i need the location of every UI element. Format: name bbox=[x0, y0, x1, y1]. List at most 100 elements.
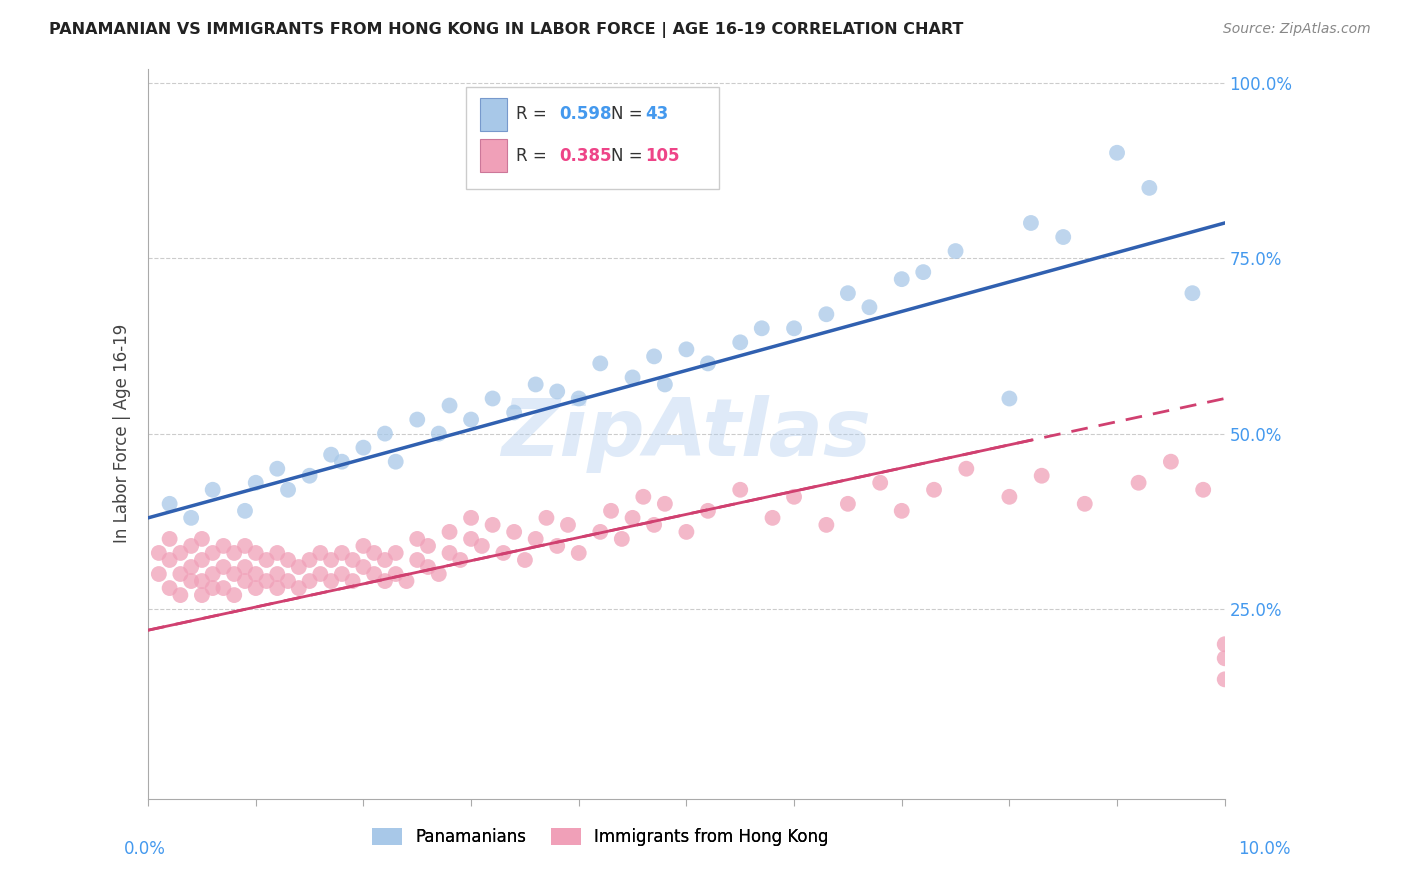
Point bbox=[751, 321, 773, 335]
Point bbox=[266, 461, 288, 475]
Point bbox=[374, 426, 396, 441]
Point bbox=[675, 343, 697, 357]
Point bbox=[697, 504, 720, 518]
Point bbox=[363, 567, 385, 582]
Point bbox=[212, 539, 235, 553]
Point bbox=[568, 546, 591, 560]
Point bbox=[384, 455, 406, 469]
Point bbox=[460, 412, 482, 426]
Bar bbox=[479, 98, 506, 130]
Text: R =: R = bbox=[516, 147, 553, 165]
Point bbox=[321, 574, 343, 588]
Point bbox=[288, 560, 311, 574]
Point bbox=[1052, 230, 1074, 244]
Point bbox=[298, 553, 321, 567]
Point bbox=[298, 468, 321, 483]
Point bbox=[159, 532, 181, 546]
Bar bbox=[479, 139, 506, 172]
Point bbox=[643, 517, 665, 532]
Point bbox=[728, 335, 751, 350]
Point bbox=[492, 546, 515, 560]
Point bbox=[536, 511, 558, 525]
Text: R =: R = bbox=[516, 104, 553, 123]
Text: ZipAtlas: ZipAtlas bbox=[502, 394, 872, 473]
Point bbox=[1019, 216, 1042, 230]
Point bbox=[266, 567, 288, 582]
Point bbox=[384, 546, 406, 560]
Point bbox=[191, 574, 214, 588]
Point bbox=[1213, 673, 1236, 687]
Point bbox=[406, 532, 429, 546]
Point bbox=[374, 553, 396, 567]
Point bbox=[233, 560, 256, 574]
Point bbox=[633, 490, 655, 504]
Point bbox=[675, 524, 697, 539]
Point bbox=[1213, 637, 1236, 651]
Point bbox=[352, 560, 374, 574]
Point bbox=[406, 553, 429, 567]
FancyBboxPatch shape bbox=[465, 87, 718, 189]
Point bbox=[159, 553, 181, 567]
Point bbox=[998, 490, 1021, 504]
Point bbox=[395, 574, 418, 588]
Point bbox=[256, 574, 278, 588]
Point bbox=[330, 567, 353, 582]
Point bbox=[374, 574, 396, 588]
Point bbox=[191, 553, 214, 567]
Point bbox=[245, 546, 267, 560]
Point bbox=[589, 356, 612, 370]
Point bbox=[1192, 483, 1215, 497]
Point bbox=[277, 553, 299, 567]
Point bbox=[654, 377, 676, 392]
Point bbox=[955, 461, 977, 475]
Point bbox=[783, 490, 806, 504]
Point bbox=[922, 483, 945, 497]
Point bbox=[233, 504, 256, 518]
Point bbox=[1181, 286, 1204, 301]
Point bbox=[309, 567, 332, 582]
Point bbox=[321, 553, 343, 567]
Point bbox=[439, 524, 461, 539]
Point bbox=[191, 588, 214, 602]
Point bbox=[837, 497, 859, 511]
Point bbox=[159, 581, 181, 595]
Point bbox=[600, 504, 623, 518]
Point bbox=[288, 581, 311, 595]
Point bbox=[1105, 145, 1128, 160]
Point bbox=[416, 539, 439, 553]
Point bbox=[546, 539, 568, 553]
Point bbox=[180, 560, 202, 574]
Point bbox=[524, 377, 547, 392]
Point bbox=[589, 524, 612, 539]
Point bbox=[471, 539, 494, 553]
Point bbox=[643, 350, 665, 364]
Point bbox=[256, 553, 278, 567]
Point bbox=[1031, 468, 1053, 483]
Text: 105: 105 bbox=[645, 147, 681, 165]
Point bbox=[148, 567, 170, 582]
Text: 43: 43 bbox=[645, 104, 669, 123]
Point bbox=[245, 567, 267, 582]
Point bbox=[449, 553, 471, 567]
Point bbox=[277, 483, 299, 497]
Point bbox=[224, 567, 246, 582]
Text: N =: N = bbox=[612, 147, 648, 165]
Point bbox=[224, 588, 246, 602]
Point bbox=[342, 553, 364, 567]
Point bbox=[945, 244, 967, 258]
Point bbox=[212, 581, 235, 595]
Point bbox=[309, 546, 332, 560]
Point bbox=[416, 560, 439, 574]
Point bbox=[233, 539, 256, 553]
Point bbox=[406, 412, 429, 426]
Point bbox=[180, 574, 202, 588]
Point bbox=[201, 567, 224, 582]
Point bbox=[481, 392, 503, 406]
Point bbox=[837, 286, 859, 301]
Point bbox=[697, 356, 720, 370]
Point bbox=[352, 441, 374, 455]
Point bbox=[869, 475, 891, 490]
Point bbox=[266, 581, 288, 595]
Point bbox=[159, 497, 181, 511]
Text: 10.0%: 10.0% bbox=[1239, 840, 1291, 858]
